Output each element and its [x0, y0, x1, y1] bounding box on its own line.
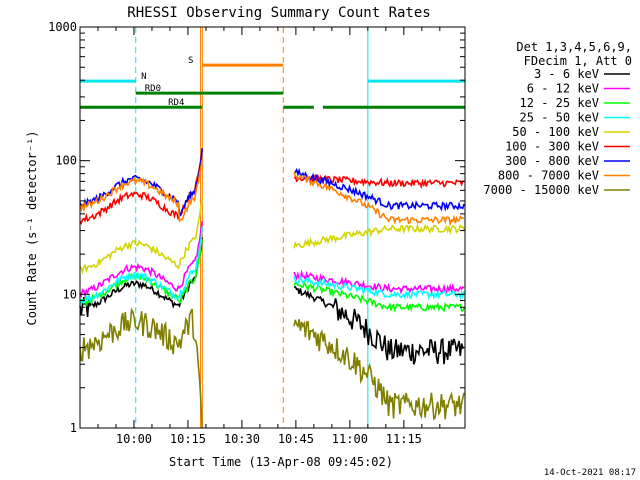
- legend-label: 100 - 300 keV: [505, 140, 599, 154]
- y-tick-label: 1000: [48, 20, 77, 34]
- plot-frame: [79, 26, 466, 429]
- x-tick-label: 10:15: [170, 432, 206, 446]
- flag-bars: N S RD0 RD4: [80, 56, 465, 109]
- y-tick-label: 1: [70, 421, 77, 435]
- legend-label: 800 - 7000 keV: [498, 169, 599, 183]
- legend-header-1: Det 1,3,4,5,6,9,: [516, 40, 632, 54]
- series-line: [79, 307, 465, 429]
- flag-rd0-label: RD0: [145, 84, 161, 94]
- legend-label: 7000 - 15000 keV: [483, 183, 599, 197]
- series-line: [79, 198, 465, 275]
- y-axis-label: Count Rate (s⁻¹ detector⁻¹): [25, 130, 39, 325]
- series-lines: [79, 148, 465, 429]
- flag-n-label: N: [141, 72, 146, 82]
- x-tick-label: 10:30: [224, 432, 260, 446]
- legend-label: 6 - 12 keV: [527, 82, 599, 96]
- x-axis-label: Start Time (13-Apr-08 09:45:02): [169, 455, 393, 469]
- legend-label: 25 - 50 keV: [520, 111, 599, 125]
- axes: 10:00 10:15 10:30 10:45 11:00 11:15 1 10 100 1000: [48, 20, 465, 446]
- x-tick-label: 10:45: [278, 432, 314, 446]
- x-tick-label: 11:15: [386, 432, 422, 446]
- legend-label: 300 - 800 keV: [505, 154, 599, 168]
- series-line: [79, 148, 465, 226]
- flag-s-label: S: [188, 56, 193, 66]
- series-line: [79, 237, 465, 365]
- x-tick-label: 11:00: [332, 432, 368, 446]
- y-tick-label: 100: [55, 154, 77, 168]
- flag-rd4-label: RD4: [168, 98, 184, 108]
- y-tick-label: 10: [63, 287, 77, 301]
- legend-header-2: FDecim 1, Att 0: [524, 54, 632, 68]
- timestamp: 14-Oct-2021 08:17: [544, 468, 636, 478]
- legend-label: 3 - 6 keV: [534, 67, 599, 81]
- series-line: [79, 159, 465, 227]
- series-line: [79, 221, 465, 299]
- legend-label: 12 - 25 keV: [520, 96, 599, 110]
- series-line: [79, 226, 465, 307]
- x-tick-label: 10:00: [116, 432, 152, 446]
- series-line: [79, 239, 465, 314]
- legend-label: 50 - 100 keV: [512, 125, 599, 139]
- chart-title: RHESSI Observing Summary Count Rates: [127, 5, 430, 21]
